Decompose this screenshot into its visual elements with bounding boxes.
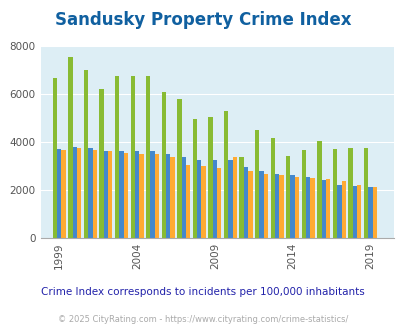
Bar <box>139 154 143 238</box>
Bar <box>321 180 325 238</box>
Bar <box>305 177 310 238</box>
Bar <box>341 182 345 238</box>
Bar <box>347 148 352 238</box>
Bar <box>130 76 134 238</box>
Bar <box>88 148 92 238</box>
Bar <box>316 141 321 238</box>
Bar <box>279 176 283 238</box>
Bar <box>228 160 232 238</box>
Bar <box>254 130 259 238</box>
Bar <box>223 111 228 238</box>
Bar <box>232 157 237 238</box>
Bar <box>161 92 166 238</box>
Bar <box>84 70 88 238</box>
Bar <box>363 148 367 238</box>
Bar <box>263 174 267 238</box>
Bar <box>181 157 185 238</box>
Bar <box>177 99 181 238</box>
Bar <box>239 157 243 238</box>
Bar <box>247 171 252 238</box>
Bar <box>259 171 263 238</box>
Bar <box>92 150 97 238</box>
Bar <box>243 167 247 238</box>
Bar <box>372 187 376 238</box>
Text: Crime Index corresponds to incidents per 100,000 inhabitants: Crime Index corresponds to incidents per… <box>41 287 364 297</box>
Bar <box>108 151 112 238</box>
Bar <box>68 57 72 238</box>
Bar <box>197 160 201 238</box>
Bar <box>77 148 81 238</box>
Bar <box>325 179 330 238</box>
Bar <box>192 119 197 238</box>
Text: Sandusky Property Crime Index: Sandusky Property Crime Index <box>55 11 350 29</box>
Bar <box>352 186 356 238</box>
Bar <box>286 156 290 238</box>
Bar <box>185 165 190 238</box>
Bar <box>104 151 108 238</box>
Bar <box>201 166 205 238</box>
Bar <box>154 154 159 238</box>
Bar <box>115 76 119 238</box>
Bar <box>301 150 305 238</box>
Bar <box>332 149 336 238</box>
Bar <box>61 150 66 238</box>
Bar <box>134 151 139 238</box>
Bar <box>72 147 77 238</box>
Bar <box>367 187 372 238</box>
Bar <box>53 79 57 238</box>
Bar <box>212 160 217 238</box>
Bar <box>270 138 274 238</box>
Bar <box>336 185 341 238</box>
Bar <box>217 168 221 238</box>
Bar <box>294 177 298 238</box>
Bar <box>274 174 279 238</box>
Bar <box>166 154 170 238</box>
Bar <box>57 149 61 238</box>
Bar <box>119 151 124 238</box>
Bar <box>150 151 154 238</box>
Text: © 2025 CityRating.com - https://www.cityrating.com/crime-statistics/: © 2025 CityRating.com - https://www.city… <box>58 314 347 324</box>
Bar <box>310 178 314 238</box>
Bar <box>356 185 360 238</box>
Bar <box>146 76 150 238</box>
Bar <box>170 157 174 238</box>
Bar <box>208 117 212 238</box>
Bar <box>99 89 104 238</box>
Bar <box>290 176 294 238</box>
Bar <box>124 153 128 238</box>
